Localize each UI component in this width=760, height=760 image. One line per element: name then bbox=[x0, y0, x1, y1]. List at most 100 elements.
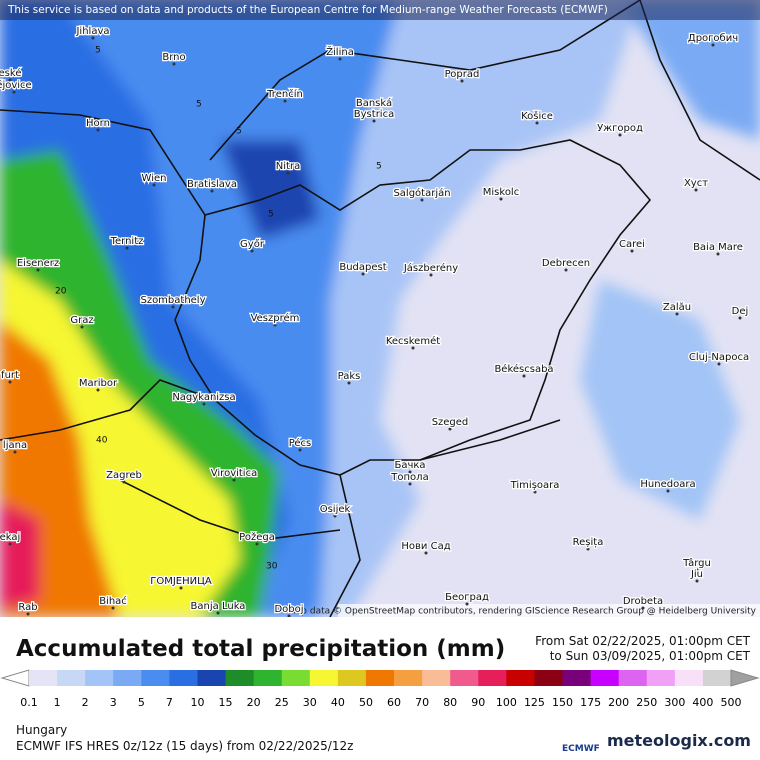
contour-label: 30 bbox=[266, 562, 278, 572]
city-label: Хуст bbox=[684, 178, 708, 189]
city-label: Salgótarján bbox=[393, 187, 450, 199]
city-dot bbox=[12, 90, 16, 94]
legend-label: 200 bbox=[608, 696, 629, 709]
legend-label: 150 bbox=[552, 696, 573, 709]
city-dot bbox=[91, 36, 95, 40]
city-label: Košice bbox=[521, 110, 553, 122]
contour-label: 5 bbox=[376, 162, 382, 172]
legend-swatch bbox=[337, 670, 367, 686]
city-label: Požega bbox=[239, 531, 275, 543]
city-dot bbox=[420, 198, 424, 202]
city-label: Топола bbox=[390, 472, 428, 483]
city-label: Poprad bbox=[445, 69, 480, 80]
legend-swatch bbox=[169, 670, 198, 686]
city-dot bbox=[13, 450, 17, 454]
city-dot bbox=[694, 188, 698, 192]
legend-swatch bbox=[225, 670, 255, 686]
city-label: Győr bbox=[240, 238, 265, 250]
city-dot bbox=[255, 542, 259, 546]
city-dot bbox=[210, 189, 214, 193]
map: This service is based on data and produc… bbox=[0, 0, 760, 617]
city-dot bbox=[586, 547, 590, 551]
city-label: Ternitz bbox=[110, 236, 144, 247]
attribution-bg bbox=[338, 604, 760, 617]
legend-label: 125 bbox=[524, 696, 545, 709]
city-dot bbox=[8, 78, 12, 82]
legend-scale: 0.1 1 2 3 5 7 10 15 20 25 30 40 50 60 70 80 90 100 125 150 1… bbox=[0, 669, 760, 709]
city-dot bbox=[372, 119, 376, 123]
city-label: Szeged bbox=[432, 417, 469, 428]
city-label: Banja Luka bbox=[191, 601, 246, 612]
city-dot bbox=[522, 374, 526, 378]
city-dot bbox=[202, 402, 206, 406]
city-dot bbox=[675, 312, 679, 316]
legend-swatch bbox=[29, 670, 58, 686]
legend-label: 3 bbox=[110, 696, 117, 709]
city-dot bbox=[152, 183, 156, 187]
notice-bar bbox=[0, 0, 760, 20]
legend-swatch bbox=[562, 670, 592, 686]
city-dot bbox=[347, 381, 351, 385]
city-label: Carei bbox=[619, 239, 645, 250]
city-dot bbox=[460, 79, 464, 83]
legend-swatch bbox=[365, 670, 395, 686]
legend-label: 400 bbox=[692, 696, 713, 709]
city-dot bbox=[232, 478, 236, 482]
legend-title: Accumulated total precipitation (mm) bbox=[16, 636, 506, 662]
contour-label: 40 bbox=[96, 436, 108, 446]
city-dot bbox=[179, 586, 183, 590]
city-dot bbox=[408, 482, 412, 486]
region: Hungary bbox=[16, 723, 68, 737]
city-dot bbox=[411, 346, 415, 350]
legend-swatch bbox=[450, 670, 479, 686]
legend-label: 10 bbox=[190, 696, 204, 709]
city-label: Nagykanizsa bbox=[172, 392, 235, 403]
legend-label: 25 bbox=[275, 696, 289, 709]
city-label: Graz bbox=[70, 315, 93, 326]
city-label: Bystrica bbox=[354, 109, 394, 120]
legend-label: 175 bbox=[580, 696, 601, 709]
city-dot bbox=[711, 43, 715, 47]
legend-swatch bbox=[478, 670, 507, 686]
city-label: Brno bbox=[162, 52, 185, 63]
contour-label: 5 bbox=[236, 127, 242, 137]
legend-arrow-high bbox=[730, 669, 760, 687]
city-dot bbox=[499, 197, 503, 201]
city-dot bbox=[287, 614, 291, 617]
legend-swatch bbox=[674, 670, 704, 686]
city-label: furt bbox=[1, 370, 19, 381]
legend-swatch bbox=[281, 670, 311, 686]
city-label: Dej bbox=[732, 306, 749, 317]
legend-swatch bbox=[141, 670, 170, 686]
city-label: Rab bbox=[18, 602, 37, 613]
city-dot bbox=[8, 542, 12, 546]
notice: This service is based on data and produc… bbox=[7, 4, 608, 16]
city-dot bbox=[695, 579, 699, 583]
city-label: ГОМЈЕНИЦА bbox=[150, 576, 212, 587]
legend-swatch bbox=[394, 670, 423, 686]
contour-label: 20 bbox=[55, 287, 67, 297]
city-dot bbox=[641, 606, 645, 610]
city-label: Nitra bbox=[276, 161, 300, 172]
legend-label: 5 bbox=[138, 696, 145, 709]
legend-label: 20 bbox=[247, 696, 261, 709]
legend-label: 100 bbox=[496, 696, 517, 709]
legend-label: 40 bbox=[331, 696, 345, 709]
city-dot bbox=[564, 268, 568, 272]
city-label: Trenčín bbox=[266, 88, 303, 100]
city-dot bbox=[283, 99, 287, 103]
city-label: Jihlava bbox=[75, 26, 109, 37]
city-label: Szombathely bbox=[140, 295, 205, 306]
legend-swatch bbox=[618, 670, 648, 686]
city-label: Zalău bbox=[663, 302, 691, 313]
city-dot bbox=[333, 514, 337, 518]
city-dot bbox=[429, 273, 433, 277]
city-label: Paks bbox=[338, 371, 361, 382]
city-label: Pécs bbox=[289, 437, 312, 449]
city-dot bbox=[717, 362, 721, 366]
city-label: Maribor bbox=[79, 378, 118, 389]
borders bbox=[0, 0, 760, 617]
legend-label: 70 bbox=[415, 696, 429, 709]
legend-label: 15 bbox=[219, 696, 233, 709]
legend-swatch bbox=[85, 670, 114, 686]
